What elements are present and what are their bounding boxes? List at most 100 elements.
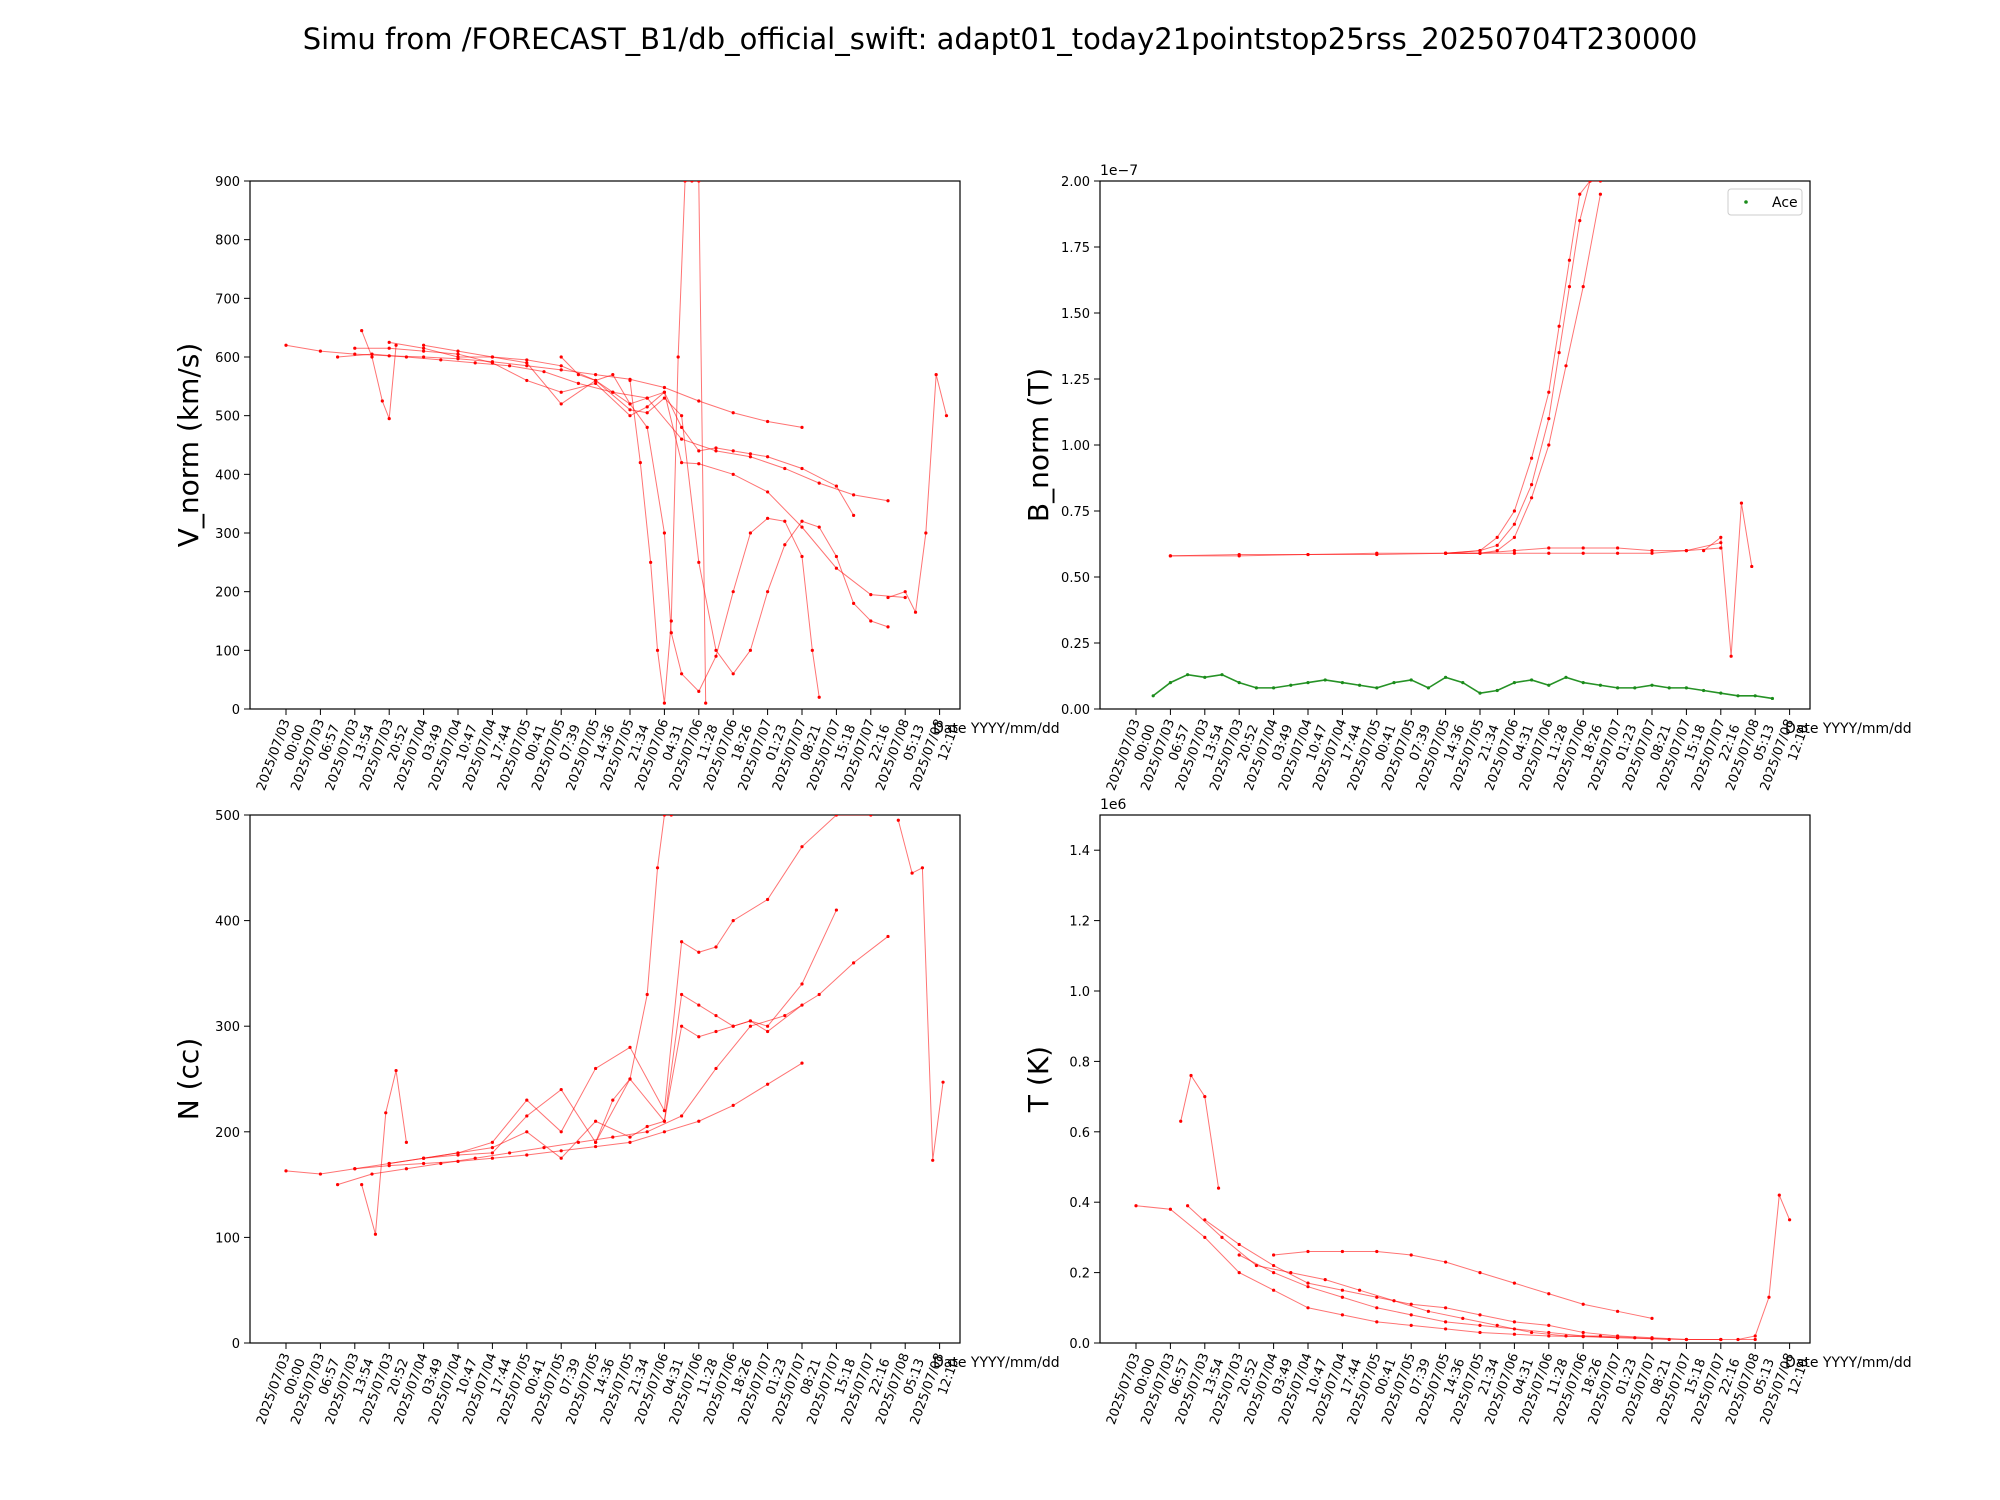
data-point <box>1409 1253 1413 1257</box>
data-point <box>1409 1313 1413 1317</box>
data-point <box>422 355 426 359</box>
data-point <box>1444 1260 1448 1264</box>
data-point <box>766 590 770 594</box>
data-point <box>1564 364 1568 368</box>
data-point <box>869 593 873 597</box>
series-line-7 <box>897 820 944 1161</box>
data-point <box>1203 1095 1207 1099</box>
data-point <box>576 373 581 377</box>
data-point <box>800 466 804 471</box>
data-point <box>910 871 914 875</box>
data-point <box>384 1111 388 1115</box>
data-point <box>714 1014 718 1018</box>
data-point <box>1323 678 1327 682</box>
data-point <box>1512 1327 1516 1331</box>
data-point <box>559 364 563 368</box>
data-point <box>1306 1249 1310 1254</box>
y-tick-label: 100 <box>215 1231 240 1246</box>
data-point <box>336 1183 340 1187</box>
data-point <box>1547 390 1551 394</box>
data-point <box>817 695 821 699</box>
data-point <box>1203 1218 1207 1222</box>
data-point <box>542 1146 546 1150</box>
data-point <box>1547 683 1551 687</box>
data-point <box>645 1130 649 1134</box>
data-point <box>1306 552 1310 557</box>
data-point <box>1306 681 1310 685</box>
data-point <box>1581 1334 1585 1338</box>
data-point <box>1272 686 1276 690</box>
data-point <box>1237 1242 1241 1247</box>
y-tick-label: 400 <box>215 468 240 483</box>
data-point <box>697 399 701 403</box>
data-point <box>594 1144 598 1149</box>
series-line-7 <box>361 330 397 419</box>
data-point <box>934 373 938 377</box>
data-point <box>1512 522 1516 526</box>
data-point <box>404 355 408 359</box>
y-tick-label: 2.00 <box>1061 175 1090 190</box>
data-point <box>1581 1330 1585 1335</box>
data-point <box>1736 694 1740 698</box>
data-point <box>1340 681 1344 685</box>
data-point <box>628 1140 632 1144</box>
data-point <box>611 1135 615 1139</box>
data-point <box>1189 1073 1193 1078</box>
data-point <box>1375 1320 1379 1324</box>
data-point <box>680 1114 684 1118</box>
y-tick-label: 0 <box>232 703 240 718</box>
data-point <box>649 560 653 564</box>
data-point <box>611 373 615 377</box>
x-axis-label: Date YYYY/mm/dd <box>933 721 1060 737</box>
data-point <box>1719 1337 1723 1342</box>
data-point <box>1358 1288 1362 1292</box>
data-point <box>1512 509 1516 513</box>
data-point <box>1581 546 1585 550</box>
y-tick-label: 0.50 <box>1061 571 1090 586</box>
data-point <box>931 1158 935 1162</box>
data-point <box>1547 417 1551 421</box>
data-point <box>1272 1263 1276 1268</box>
data-point <box>645 425 649 429</box>
data-point <box>576 1140 581 1144</box>
data-point <box>1684 686 1688 690</box>
data-point <box>422 346 426 350</box>
data-point <box>662 390 667 394</box>
data-point <box>1478 1323 1482 1327</box>
data-point <box>525 1098 529 1102</box>
data-point <box>817 481 821 485</box>
data-point <box>1168 681 1172 685</box>
data-point <box>594 1140 598 1144</box>
data-point <box>800 519 804 523</box>
data-point <box>490 1140 494 1144</box>
data-point <box>697 1035 701 1039</box>
data-point <box>594 1119 598 1123</box>
data-point <box>638 461 642 465</box>
legend: Ace <box>1727 188 1803 216</box>
y-tick-label: 700 <box>215 292 240 307</box>
data-point <box>748 1019 753 1023</box>
data-point <box>559 368 563 372</box>
data-point <box>1684 1337 1688 1342</box>
plot-frame <box>249 814 961 1344</box>
data-point <box>731 411 735 415</box>
data-point <box>1340 1313 1344 1317</box>
data-point <box>422 1161 426 1166</box>
data-point <box>1753 1334 1757 1338</box>
data-point <box>628 378 632 383</box>
data-point <box>473 1156 477 1160</box>
data-point <box>456 349 460 353</box>
data-point <box>387 346 391 350</box>
data-point <box>1409 678 1413 682</box>
data-point <box>662 1130 667 1134</box>
data-point <box>387 1161 391 1166</box>
data-point <box>1547 551 1551 555</box>
data-point <box>766 516 770 520</box>
y-tick-label: 100 <box>215 644 240 659</box>
data-point <box>1578 192 1582 196</box>
series-line-8 <box>887 374 947 614</box>
data-point <box>1650 683 1654 687</box>
data-point <box>852 961 856 965</box>
